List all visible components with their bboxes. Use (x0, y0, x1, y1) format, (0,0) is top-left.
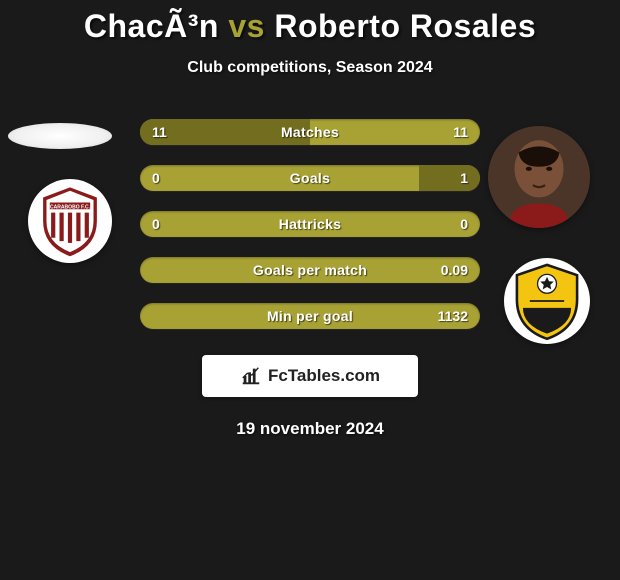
stat-value-left: 11 (152, 124, 167, 140)
stat-label: Matches (281, 124, 339, 140)
stat-label: Hattricks (279, 216, 342, 232)
stat-label: Goals (290, 170, 330, 186)
stat-row: Goals per match 0.09 (140, 257, 480, 283)
brand-text: FcTables.com (268, 366, 380, 386)
stat-row: Min per goal 1132 (140, 303, 480, 329)
brand-badge: FcTables.com (202, 355, 418, 397)
player-2-avatar (488, 126, 590, 228)
stat-row: 11 Matches 11 (140, 119, 480, 145)
stat-value-right: 1 (460, 170, 468, 186)
comparison-title: ChacÃ³n vs Roberto Rosales (0, 0, 620, 45)
player-2-club-badge (504, 258, 590, 344)
stat-value-right: 11 (453, 124, 468, 140)
stat-fill-right (419, 165, 480, 191)
subtitle: Club competitions, Season 2024 (0, 59, 620, 77)
snapshot-date: 19 november 2024 (0, 419, 620, 439)
stat-label: Goals per match (253, 262, 367, 278)
person-icon (488, 126, 590, 228)
shield-icon (504, 258, 590, 344)
player-1-club-badge: CARABOBO F.C. (28, 179, 112, 263)
stat-label: Min per goal (267, 308, 353, 324)
stat-value-right: 0 (460, 216, 468, 232)
stat-value-left: 0 (152, 170, 160, 186)
stat-row: 0 Hattricks 0 (140, 211, 480, 237)
stat-value-right: 1132 (438, 308, 468, 324)
player-1-avatar (8, 123, 112, 149)
player-1-name: ChacÃ³n (84, 8, 219, 44)
stat-value-left: 0 (152, 216, 160, 232)
player-2-name: Roberto Rosales (274, 8, 536, 44)
stat-row: 0 Goals 1 (140, 165, 480, 191)
svg-text:CARABOBO F.C.: CARABOBO F.C. (50, 204, 91, 210)
vs-separator: vs (228, 8, 265, 44)
shield-icon: CARABOBO F.C. (28, 179, 112, 263)
bar-chart-icon (240, 365, 262, 387)
stat-value-right: 0.09 (441, 262, 468, 278)
